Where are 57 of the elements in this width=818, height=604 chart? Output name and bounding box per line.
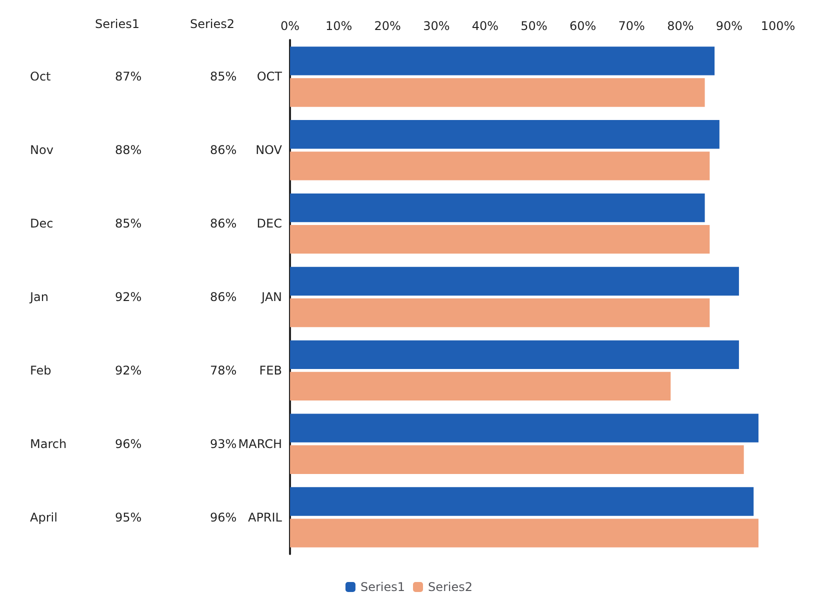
x-tick-label: 60% — [569, 19, 596, 33]
y-tick-label: JAN — [260, 290, 282, 304]
x-tick-label: 70% — [618, 19, 645, 33]
bar — [290, 120, 720, 149]
x-tick-label: 10% — [325, 19, 352, 33]
data-label: 78% — [210, 363, 237, 378]
text: Series2 — [190, 17, 235, 31]
y-tick-label: FEB — [259, 363, 282, 378]
x-tick-label: 90% — [716, 19, 743, 33]
data-label: 93% — [210, 436, 237, 451]
y-tick-label: NOV — [256, 143, 283, 158]
x-tick-label: 30% — [423, 19, 450, 33]
bar — [290, 298, 710, 328]
text: April — [30, 510, 58, 524]
data-label: 88% — [115, 143, 142, 158]
bar — [290, 340, 739, 369]
text: Feb — [30, 363, 52, 378]
x-tick-label: 100% — [760, 19, 796, 33]
bar — [290, 518, 758, 548]
bar — [290, 266, 739, 296]
y-tick-label: APRIL — [248, 510, 282, 524]
x-tick-label: 0% — [280, 19, 300, 33]
data-label: 92% — [115, 363, 142, 378]
x-tick-label: 20% — [374, 19, 401, 33]
bar — [290, 152, 710, 180]
bar — [290, 46, 715, 76]
legend-label: Series1 — [360, 580, 406, 594]
y-tick-label: DEC — [256, 216, 282, 231]
bar — [290, 445, 744, 474]
text: March — [30, 436, 67, 451]
bar — [290, 78, 705, 107]
text: Jan — [29, 290, 48, 304]
data-label: 85% — [210, 70, 237, 84]
x-tick-label: 80% — [667, 19, 694, 33]
x-tick-label: 40% — [472, 19, 499, 33]
data-label: 92% — [115, 290, 142, 304]
bar — [290, 193, 705, 222]
bar — [290, 414, 758, 442]
bar — [290, 372, 671, 401]
data-label: 96% — [210, 510, 237, 524]
y-tick-label: OCT — [256, 70, 283, 84]
bar — [290, 487, 754, 516]
x-tick-label: 50% — [520, 19, 548, 33]
data-label: 86% — [210, 290, 237, 304]
data-label: 86% — [210, 216, 237, 231]
text: Nov — [30, 143, 54, 158]
bar — [290, 225, 710, 254]
data-label: 85% — [115, 216, 142, 231]
data-label: 87% — [115, 70, 142, 84]
data-label: 96% — [115, 436, 142, 451]
data-label: 86% — [210, 143, 237, 158]
text: Series1 — [95, 17, 140, 31]
text: Oct — [30, 70, 52, 84]
legend-label: Series2 — [428, 580, 473, 594]
y-tick-label: MARCH — [238, 436, 282, 451]
data-label: 95% — [115, 510, 142, 524]
text: Dec — [30, 216, 54, 231]
